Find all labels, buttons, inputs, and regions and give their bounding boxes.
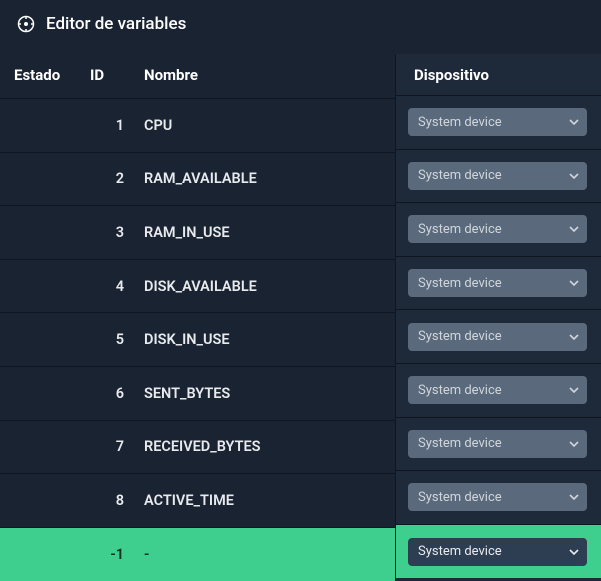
table-row[interactable]: 8ACTIVE_TIME	[0, 474, 395, 528]
cell-id: 6	[90, 385, 144, 402]
device-select[interactable]: System device	[408, 483, 587, 511]
device-select-value: System device	[418, 115, 502, 130]
device-select-value: System device	[418, 168, 502, 183]
device-select[interactable]: System device	[408, 108, 587, 136]
panel-title: Editor de variables	[46, 14, 186, 34]
chevron-down-icon	[569, 332, 579, 342]
variables-table: Estado ID Nombre 1CPU2RAM_AVAILABLE3RAM_…	[0, 54, 601, 581]
device-select-value: System device	[418, 329, 502, 344]
device-select[interactable]: System device	[408, 215, 587, 243]
table-row[interactable]: 6SENT_BYTES	[0, 367, 395, 421]
cell-id: 7	[90, 438, 144, 455]
cell-nombre: DISK_AVAILABLE	[144, 278, 395, 295]
col-header-estado[interactable]: Estado	[0, 66, 90, 84]
col-header-id[interactable]: ID	[90, 66, 144, 84]
table-row[interactable]: 5DISK_IN_USE	[0, 313, 395, 367]
table-row: System device	[396, 525, 601, 579]
table-right-column: Dispositivo System device System device Sy…	[395, 54, 601, 581]
table-row: System device	[396, 418, 601, 472]
cell-id: 5	[90, 331, 144, 348]
table-row[interactable]: 1CPU	[0, 99, 395, 153]
chevron-down-icon	[569, 171, 579, 181]
chevron-down-icon	[569, 385, 579, 395]
table-row: System device	[396, 364, 601, 418]
table-left-columns: Estado ID Nombre 1CPU2RAM_AVAILABLE3RAM_…	[0, 54, 395, 581]
cell-id: 8	[90, 492, 144, 509]
chevron-down-icon	[569, 547, 579, 557]
cell-id: 4	[90, 278, 144, 295]
cell-id: 2	[90, 170, 144, 187]
device-select[interactable]: System device	[408, 430, 587, 458]
device-select[interactable]: System device	[408, 162, 587, 190]
table-row: System device	[396, 203, 601, 257]
table-row: System device	[396, 310, 601, 364]
variables-editor-panel: Editor de variables Estado ID Nombre 1CP…	[0, 0, 601, 550]
table-row[interactable]: 7RECEIVED_BYTES	[0, 421, 395, 475]
device-select[interactable]: System device	[408, 323, 587, 351]
table-row: System device	[396, 96, 601, 150]
cell-nombre: ACTIVE_TIME	[144, 492, 395, 509]
cell-nombre: RECEIVED_BYTES	[144, 438, 395, 455]
col-header-nombre[interactable]: Nombre	[144, 66, 395, 84]
cell-nombre: CPU	[144, 117, 395, 134]
chevron-down-icon	[569, 278, 579, 288]
device-select[interactable]: System device	[408, 269, 587, 297]
table-row[interactable]: 3RAM_IN_USE	[0, 206, 395, 260]
device-select-value: System device	[418, 276, 502, 291]
device-select[interactable]: System device	[408, 376, 587, 404]
chevron-down-icon	[569, 117, 579, 127]
panel-header: Editor de variables	[0, 0, 601, 54]
chevron-down-icon	[569, 439, 579, 449]
col-header-dispositivo[interactable]: Dispositivo	[414, 66, 489, 84]
cell-nombre: RAM_IN_USE	[144, 224, 395, 241]
cell-nombre: -	[144, 546, 395, 563]
table-row[interactable]: 4DISK_AVAILABLE	[0, 260, 395, 314]
cell-nombre: DISK_IN_USE	[144, 331, 395, 348]
table-row[interactable]: -1-	[0, 528, 395, 581]
table-header-row-right: Dispositivo	[396, 54, 601, 96]
table-row: System device	[396, 471, 601, 525]
cell-nombre: RAM_AVAILABLE	[144, 170, 395, 187]
table-header-row: Estado ID Nombre	[0, 54, 395, 99]
chevron-down-icon	[569, 224, 579, 234]
chevron-down-icon	[569, 492, 579, 502]
cell-nombre: SENT_BYTES	[144, 385, 395, 402]
cell-id: -1	[90, 546, 144, 563]
cell-id: 3	[90, 224, 144, 241]
device-select-value: System device	[418, 490, 502, 505]
table-row: System device	[396, 150, 601, 204]
device-select[interactable]: System device	[408, 538, 587, 566]
variables-icon	[16, 14, 36, 34]
device-select-value: System device	[418, 222, 502, 237]
device-select-value: System device	[418, 436, 502, 451]
table-row[interactable]: 2RAM_AVAILABLE	[0, 153, 395, 207]
device-select-value: System device	[418, 383, 502, 398]
table-row: System device	[396, 257, 601, 311]
device-select-value: System device	[418, 544, 502, 559]
cell-id: 1	[90, 117, 144, 134]
